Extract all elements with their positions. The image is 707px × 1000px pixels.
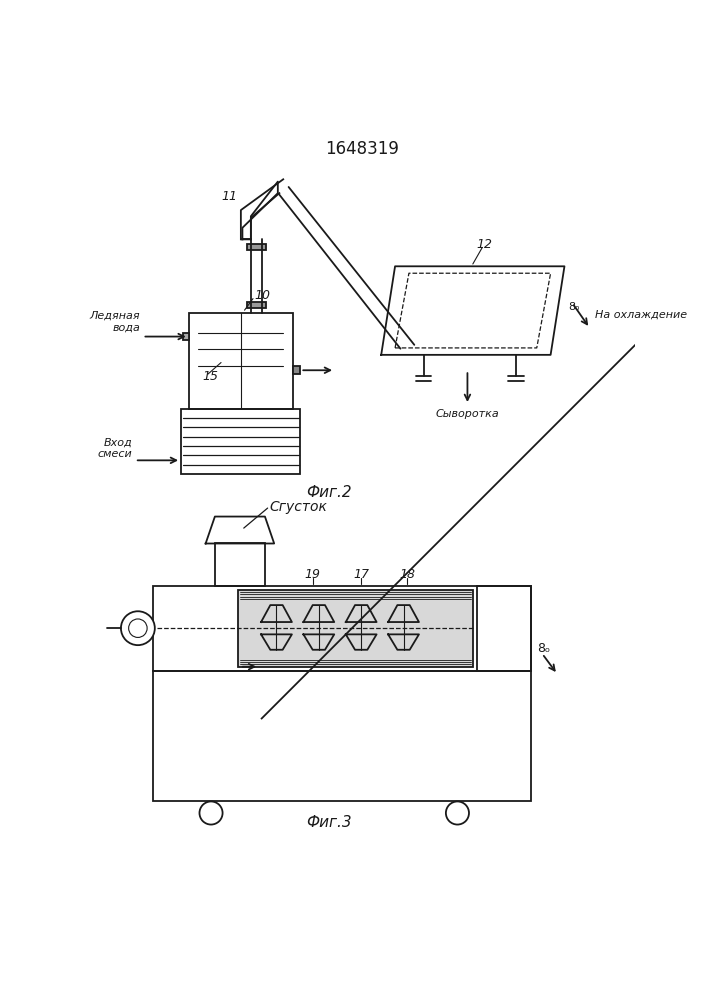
Text: 19: 19: [305, 568, 321, 581]
Bar: [189, 312, 293, 409]
Bar: [247, 244, 266, 250]
Text: 8ₒ: 8ₒ: [537, 642, 550, 655]
Circle shape: [446, 801, 469, 825]
Text: 11: 11: [221, 190, 238, 204]
Bar: [238, 590, 473, 667]
Bar: [215, 543, 265, 586]
Text: Ледяная
вода: Ледяная вода: [90, 311, 140, 333]
Text: 17: 17: [354, 568, 369, 581]
Circle shape: [121, 611, 155, 645]
Bar: [293, 366, 300, 374]
Text: Сыворотка: Сыворотка: [436, 409, 499, 419]
Text: 10: 10: [255, 289, 271, 302]
Text: 1648319: 1648319: [325, 140, 399, 158]
Bar: [153, 671, 530, 801]
Text: 8ₒ: 8ₒ: [568, 302, 580, 312]
Text: Фиг.2: Фиг.2: [306, 485, 351, 500]
Text: Фиг.3: Фиг.3: [306, 815, 351, 830]
Text: Вход
смеси: Вход смеси: [98, 437, 132, 459]
Text: На охлаждение: На охлаждение: [595, 309, 687, 319]
Text: 15: 15: [203, 370, 218, 383]
Bar: [153, 586, 530, 671]
Bar: [181, 409, 300, 474]
Circle shape: [129, 619, 147, 637]
Text: Сгусток: Сгусток: [269, 500, 327, 514]
Bar: [477, 586, 530, 671]
Bar: [182, 333, 189, 340]
Text: 18: 18: [399, 568, 416, 581]
Text: 12: 12: [477, 238, 492, 251]
Circle shape: [199, 801, 223, 825]
Bar: [247, 302, 266, 308]
